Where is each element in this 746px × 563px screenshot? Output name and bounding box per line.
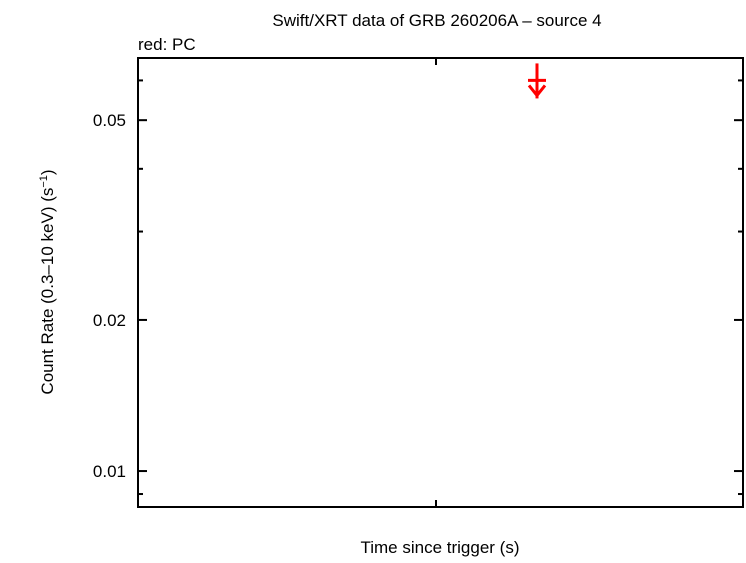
plot-frame [137, 57, 744, 508]
x-axis-label: Time since trigger (s) [360, 538, 519, 557]
y-axis-label: Count Rate (0.3–10 keV) (s−1) [38, 169, 57, 394]
chart-title: Swift/XRT data of GRB 260206A – source 4 [272, 11, 601, 30]
y-tick-label: 0.05 [93, 111, 126, 130]
upper-limit-point [527, 63, 547, 99]
y-tick-label: 0.01 [93, 462, 126, 481]
y-tick-label: 0.02 [93, 311, 126, 330]
chart-subtitle: red: PC [138, 35, 196, 54]
